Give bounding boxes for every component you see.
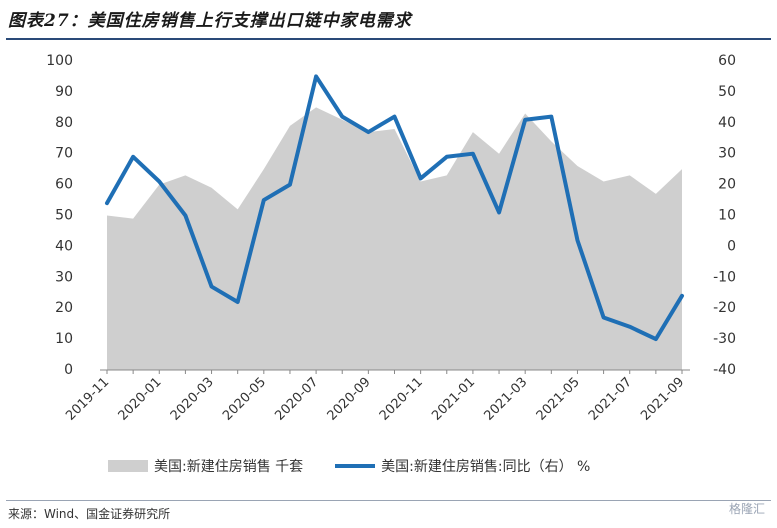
y-right-tick-label: -10: [713, 269, 736, 285]
line-point: [157, 180, 161, 184]
line-point: [523, 118, 527, 122]
y-right-tick-label: 40: [718, 115, 736, 131]
y-left-tick-label: 60: [55, 177, 73, 193]
y-right-tick-label: 10: [718, 208, 736, 224]
line-point: [262, 198, 266, 202]
x-tick-label: 2021-09: [638, 375, 687, 424]
line-point: [445, 155, 449, 159]
y-right-tick-label: 60: [718, 53, 736, 69]
line-point: [497, 210, 501, 214]
area-series-sales: [107, 107, 682, 370]
y-right-tick-label: 30: [718, 146, 736, 162]
y-left-tick-label: 80: [55, 115, 73, 131]
y-left-tick-label: 90: [55, 84, 73, 100]
y-left-tick-label: 100: [46, 53, 73, 69]
y-left-tick-label: 40: [55, 238, 73, 254]
line-point: [340, 115, 344, 119]
x-tick-label: 2020-01: [116, 375, 165, 424]
source-divider: [6, 500, 771, 501]
legend-swatch-area: [108, 460, 148, 472]
line-point: [654, 337, 658, 341]
x-tick-label: 2020-05: [220, 375, 269, 424]
y-right-tick-label: 50: [718, 84, 736, 100]
line-point: [471, 152, 475, 156]
title-divider: [6, 38, 771, 40]
line-point: [393, 115, 396, 119]
y-left-tick-label: 30: [55, 269, 73, 285]
line-point: [288, 183, 292, 187]
line-point: [131, 155, 135, 159]
y-right-tick-label: -20: [713, 300, 736, 316]
x-tick-label: 2020-09: [325, 375, 374, 424]
line-point: [419, 176, 423, 180]
legend-swatch-line: [335, 464, 376, 468]
y-left-tick-label: 20: [55, 300, 73, 316]
x-tick-label: 2020-03: [168, 375, 217, 424]
legend-label-area: 美国:新建住房销售 千套: [154, 459, 304, 475]
line-point: [105, 201, 109, 205]
line-point: [314, 74, 318, 78]
y-left-tick-label: 70: [55, 146, 73, 162]
legend-label-line: 美国:新建住房销售:同比（右） %: [381, 459, 591, 475]
watermark-logo: 格隆汇: [728, 502, 765, 516]
x-tick-label: 2021-03: [481, 375, 530, 424]
y-right-tick-label: 20: [718, 177, 736, 193]
x-tick-label: 2021-01: [429, 375, 478, 424]
y-left-tick-label: 10: [55, 331, 73, 347]
line-point: [680, 294, 684, 298]
line-point: [628, 325, 632, 329]
x-tick-label: 2021-05: [534, 375, 583, 424]
line-point: [549, 115, 553, 119]
chart-title: 图表27：美国住房销售上行支撑出口链中家电需求: [8, 11, 412, 31]
y-right-tick-label: -30: [713, 331, 736, 347]
source-note: 来源：Wind、国金证券研究所: [8, 507, 171, 521]
line-point: [366, 130, 370, 134]
x-tick-label: 2020-11: [377, 375, 426, 424]
x-tick-label: 2021-07: [586, 375, 635, 424]
y-left-tick-label: 50: [55, 208, 73, 224]
line-point: [236, 300, 240, 304]
x-tick-label: 2019-11: [63, 375, 112, 424]
line-point: [210, 285, 214, 289]
y-right-tick-label: -40: [713, 362, 736, 378]
y-right-tick-label: 0: [727, 238, 736, 254]
line-point: [575, 238, 579, 242]
y-left-tick-label: 0: [64, 362, 73, 378]
x-tick-label: 2020-07: [272, 375, 321, 424]
line-point: [602, 315, 606, 319]
legend: 美国:新建住房销售 千套 美国:新建住房销售:同比（右） %: [108, 456, 590, 476]
line-point: [183, 214, 187, 217]
